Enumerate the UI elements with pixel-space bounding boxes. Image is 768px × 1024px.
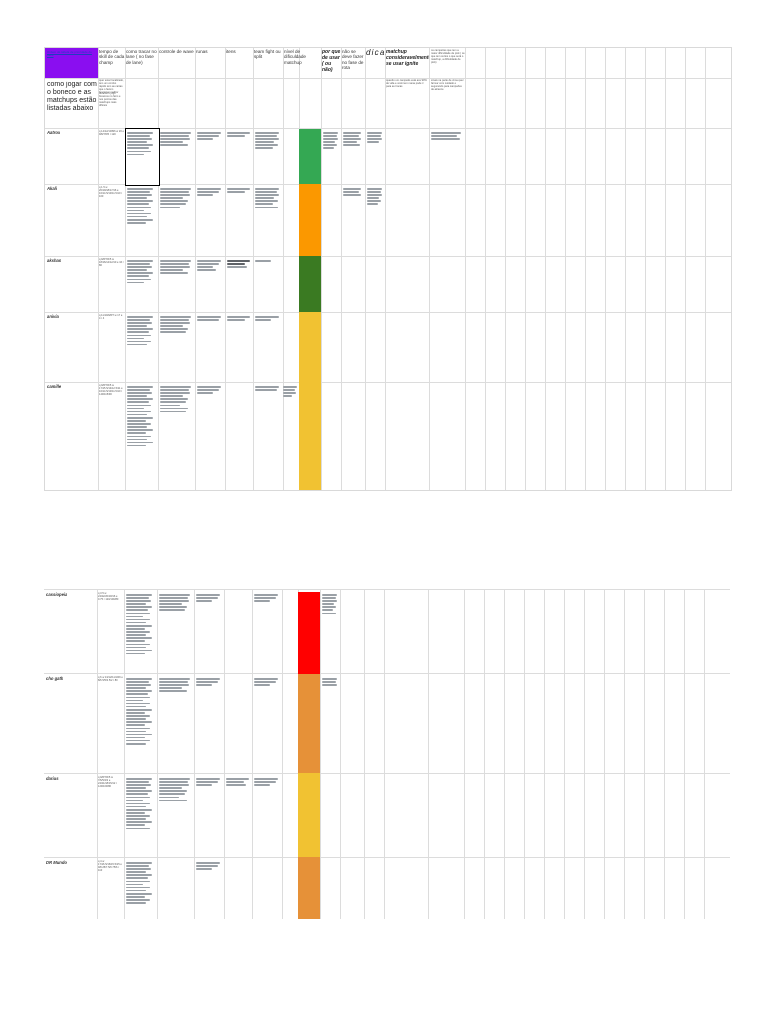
header-desc-2: durante o jogo focamos no farm e nos pon… — [99, 92, 121, 108]
header-desc: quer estar localizado, tem um combo rápi… — [99, 79, 124, 95]
text-block — [343, 132, 363, 147]
text-block — [196, 778, 223, 787]
priority-link-cell[interactable]: Ordem da tabela de prioridade de bans — [45, 48, 98, 78]
right-desc: sinais na parte de cima quer farmar com … — [431, 79, 464, 92]
col-itens: itens — [226, 49, 236, 54]
spreadsheet-page-2: cassiopeia cho gath darius DR Mundo q 3.… — [44, 589, 730, 919]
text-block — [160, 260, 193, 275]
text-block — [227, 316, 252, 322]
spreadsheet-page-1: Ordem da tabela de prioridade de bans te… — [44, 47, 732, 491]
text-block — [196, 862, 223, 871]
text-block — [322, 678, 339, 687]
big-note: como jogar com o boneco e as matchups es… — [47, 81, 97, 112]
col-dicas: dicas — [366, 48, 386, 57]
text-block — [431, 132, 464, 141]
text-block — [255, 188, 282, 210]
cooldown-text: q 9/8/7/6/5 w 17/15.5/14/12.5/11 e 16/14… — [99, 384, 123, 397]
text-block — [196, 594, 223, 603]
cooldown-text: q 1.5 w 20/19/18/17/16 e 16/14.5/13/11.5… — [99, 186, 123, 199]
text-block — [160, 132, 193, 147]
text-block — [255, 260, 282, 263]
text-block — [159, 594, 192, 613]
difficulty-bar — [298, 773, 320, 857]
text-block — [127, 188, 156, 225]
text-block — [255, 132, 282, 151]
text-block — [227, 188, 252, 194]
text-block — [323, 132, 340, 151]
text-block — [367, 188, 384, 207]
text-block — [159, 778, 192, 803]
text-block — [126, 678, 155, 746]
text-block — [227, 260, 252, 269]
text-block — [127, 316, 156, 347]
col-controle: controle de wave — [159, 49, 194, 54]
text-block — [226, 778, 251, 787]
champion-name: Aatrox — [47, 130, 61, 135]
text-block — [255, 386, 282, 392]
text-block — [322, 594, 339, 616]
col-nao: não se deve fazer no fase de rota — [342, 49, 364, 71]
cooldown-text: q 3.5 w 24/22/20/18/16 e 0.75 r 120/100/… — [98, 592, 119, 602]
col-teamfight: team fight ou split — [254, 49, 281, 60]
side-note: os campeões que tem a maior dificuldade … — [431, 49, 465, 65]
difficulty-bar — [298, 592, 320, 674]
col-porque: por que de usar ( ou não) — [322, 49, 341, 73]
cooldown-text: q 11/10/9/8/7 w 17 e 4 r 4 — [99, 314, 123, 321]
text-block — [367, 132, 384, 144]
text-block — [197, 386, 224, 395]
dicas-desc: quando um campeão está aos 90% de vida e… — [386, 79, 427, 89]
text-block — [343, 188, 363, 197]
text-block — [197, 260, 224, 272]
text-block — [197, 188, 224, 197]
text-block — [254, 678, 281, 687]
text-block — [197, 316, 224, 322]
text-block — [254, 594, 281, 603]
text-block — [160, 386, 193, 414]
text-block — [127, 132, 156, 157]
text-block — [196, 678, 223, 687]
cooldown-text: q 9/8/7/6/5 w 18/16/14/12/10 e 16 r 80 — [99, 258, 124, 268]
difficulty-bar — [299, 256, 321, 312]
text-block — [197, 132, 224, 141]
text-block — [159, 678, 192, 693]
text-block — [126, 778, 155, 831]
champion-name: anivia — [47, 314, 59, 319]
text-block — [254, 778, 281, 787]
text-block — [283, 386, 298, 398]
selected-cell[interactable] — [125, 128, 160, 186]
col-matchup: matchup consideravelmente se usar ignite — [386, 49, 429, 67]
difficulty-bar — [298, 857, 320, 919]
text-block — [227, 132, 252, 138]
col-runas: runas — [196, 49, 208, 54]
col-como: como tracar no lane ( no fase de lane) — [126, 49, 157, 65]
difficulty-bar — [298, 674, 320, 773]
cooldown-text: q 14/12/10/8/6 w 20 e 9/8/7/6/5 r 120 — [99, 130, 124, 137]
cooldown-text: q 9/8/7/6/5 w 7/6/5/4/3 e 24/21/18/15/12… — [98, 776, 117, 789]
champion-name: DR Mundo — [46, 860, 67, 865]
cooldown-text: q 4 w 17/16.5/16/15.5/15 e 9/8.25/7.5/6.… — [98, 860, 122, 873]
text-block — [255, 316, 282, 322]
champion-name: cho gath — [46, 676, 64, 681]
text-block — [127, 260, 156, 285]
champion-name: Akali — [47, 186, 58, 191]
text-block — [126, 862, 155, 905]
champion-name: darius — [46, 776, 59, 781]
difficulty-bar — [299, 184, 321, 256]
priority-link[interactable]: Ordem da tabela de prioridade de bans — [47, 50, 92, 58]
col-tempo: tempo de skill de cada champ — [99, 49, 125, 65]
text-block — [160, 316, 193, 335]
text-block — [160, 188, 193, 210]
difficulty-bar — [299, 312, 321, 490]
cooldown-text: q 6 w 13/12/11/10/9 e 8/6.5/5/3.5/2 r 80 — [98, 676, 123, 683]
champion-name: camille — [47, 384, 62, 389]
text-block — [126, 594, 155, 656]
text-block — [127, 386, 156, 448]
champion-name: cassiopeia — [46, 592, 68, 597]
champion-name: akshan — [47, 258, 62, 263]
difficulty-bar — [299, 129, 321, 184]
col-nivel: nível de dificuldade matchup — [284, 49, 306, 65]
